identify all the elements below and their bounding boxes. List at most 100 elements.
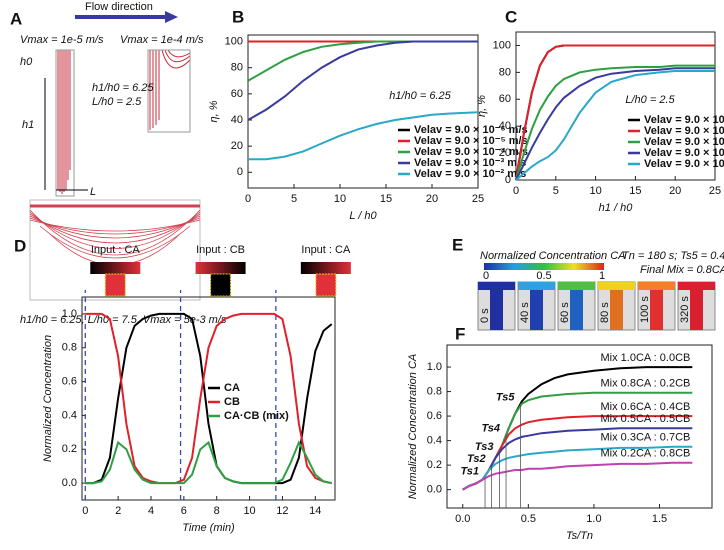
panel-label: A <box>10 9 22 28</box>
input-label: Input : CA <box>301 244 351 256</box>
annotation: h1/h0 = 6.25 <box>389 90 451 102</box>
frame-label: 60 s <box>559 302 571 323</box>
legend-label: Velav = 9.0 × 10⁻⁶ m/s <box>414 124 528 136</box>
x-tick-label: 10 <box>589 185 601 197</box>
frame-top <box>558 282 595 290</box>
y-tick-label: 1.0 <box>427 361 442 373</box>
series-label: Mix 1.0CA : 0.0CB <box>600 352 690 364</box>
y-tick-label: 80 <box>231 62 243 74</box>
y-tick-label: 20 <box>231 140 243 152</box>
streamlines-left <box>57 50 71 194</box>
series-label: Mix 0.2CA : 0.8CB <box>600 448 690 460</box>
colorbar-title: Normalized Concentration CA <box>480 250 626 262</box>
series-line <box>462 461 693 491</box>
series-label: Mix 0.3CA : 0.7CB <box>600 432 690 444</box>
y-tick-label: 0.4 <box>62 409 77 421</box>
timing: Tn = 180 s; Ts5 = 0.4444Tn = 80 s; <box>622 250 724 262</box>
x-tick-label: 15 <box>629 185 641 197</box>
x-axis-label: Time (min) <box>182 522 235 534</box>
frame-top <box>518 282 555 290</box>
panel-a: A Flow direction Vmax = 1e-5 m/s Vmax = … <box>10 1 227 326</box>
series-line <box>247 40 478 82</box>
x-tick-label: 12 <box>276 505 288 517</box>
y-tick-label: 0.0 <box>427 484 442 496</box>
input-inset <box>315 273 337 297</box>
x-tick-label: 15 <box>380 193 392 205</box>
streamlines-right <box>149 49 191 130</box>
frame-top <box>598 282 635 290</box>
y-tick-label: 0.6 <box>427 410 442 422</box>
series-label: Mix 0.8CA : 0.2CB <box>600 378 690 390</box>
plot-frame <box>446 344 713 509</box>
colorbar-tick: 0.5 <box>536 270 551 282</box>
series-line <box>85 312 333 485</box>
panel-label: C <box>505 7 517 26</box>
x-tick-label: 25 <box>472 193 484 205</box>
x-tick-label: 25 <box>709 185 721 197</box>
frame-fill <box>570 290 583 330</box>
y-tick-label: 0.6 <box>62 375 77 387</box>
input-inset <box>90 262 141 274</box>
caption: h1/h0 = 6.25, L/h0 = 7.5, Vmax = 5e-3 m/… <box>20 314 227 326</box>
y-tick-label: 0.8 <box>62 342 77 354</box>
panel-label: B <box>232 7 244 26</box>
x-tick-label: 1.5 <box>652 513 667 525</box>
frame-fill <box>690 290 703 330</box>
frame-fill <box>650 290 663 330</box>
flow-label: Flow direction <box>85 1 153 13</box>
series-line <box>515 64 715 181</box>
legend-label: CA <box>224 382 240 394</box>
cavity <box>29 199 201 301</box>
y-tick-label: 20 <box>499 147 511 159</box>
series-line <box>515 67 715 181</box>
colorbar-tick: 0 <box>483 270 489 282</box>
series-line <box>85 312 332 485</box>
ts-label: Ts4 <box>481 422 500 434</box>
colorbar <box>484 263 604 270</box>
x-tick-label: 20 <box>426 193 438 205</box>
series-line <box>85 440 332 485</box>
y-tick-label: 80 <box>499 66 511 78</box>
ts-label: Ts5 <box>496 392 515 404</box>
x-tick-label: 0 <box>82 505 88 517</box>
x-tick-label: 10 <box>243 505 255 517</box>
y-tick-label: 60 <box>499 93 511 105</box>
input-inset <box>195 262 246 274</box>
final-mix: Final Mix = 0.8CA : 0.2CB <box>640 264 724 276</box>
x-tick-label: 0 <box>245 193 251 205</box>
input-inset <box>300 262 351 274</box>
h0-label: h0 <box>20 56 33 68</box>
y-tick-label: 100 <box>225 35 243 47</box>
x-axis-label: Ts/Tn <box>566 530 593 542</box>
frame-label: 0 s <box>479 308 491 323</box>
legend-label: Velav = 9.0 × 10⁻³ m/s <box>414 157 526 169</box>
series-label: Mix 0.6CA : 0.4CB <box>600 401 690 413</box>
frame-top <box>478 282 515 290</box>
x-tick-label: 5 <box>291 193 297 205</box>
frame-top <box>678 282 715 290</box>
y-tick-label: 1.0 <box>62 308 77 320</box>
y-tick-label: 40 <box>231 114 243 126</box>
ts-label: Ts1 <box>460 465 479 477</box>
x-tick-label: 10 <box>334 193 346 205</box>
x-axis-label: h1 / h0 <box>599 202 634 214</box>
y-tick-label: 40 <box>499 120 511 132</box>
series-line <box>248 111 479 161</box>
y-tick-label: 0 <box>505 174 511 186</box>
x-tick-label: 1.0 <box>586 513 601 525</box>
frame-fill <box>530 290 543 330</box>
annotation: L/h0 = 2.5 <box>625 94 675 106</box>
x-axis-label: L / h0 <box>349 210 377 222</box>
legend-label: Velav = 9.0 × 10⁻⁶ m/s <box>644 114 724 126</box>
input-inset <box>104 273 126 297</box>
panel-label: D <box>14 236 26 255</box>
frame-label: 40 s <box>519 302 531 323</box>
colorbar-tick: 1 <box>599 270 605 282</box>
plot-frame <box>247 34 479 189</box>
channel-right <box>147 49 191 133</box>
series-line <box>247 40 478 121</box>
y-tick-label: 0 <box>237 166 243 178</box>
x-tick-label: 0.0 <box>455 513 470 525</box>
y-tick-label: 0.4 <box>427 435 442 447</box>
